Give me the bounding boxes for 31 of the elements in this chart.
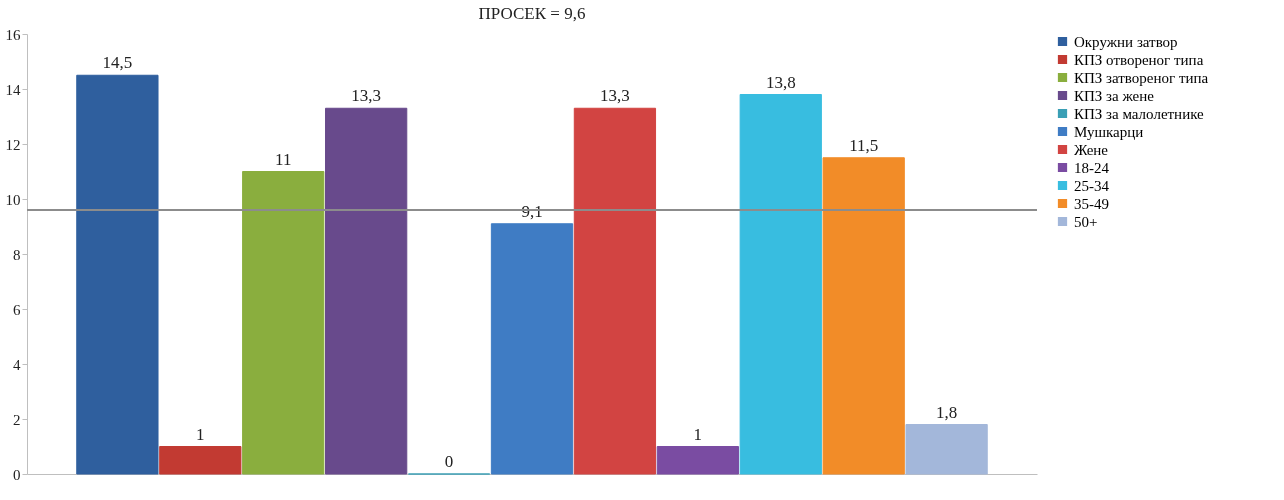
legend-label: КПЗ за малолетнике (1074, 105, 1205, 122)
data-label: 13,8 (765, 72, 796, 92)
legend-label: КПЗ затвореног типа (1074, 69, 1209, 86)
legend-label: Окружни затвор (1074, 33, 1178, 50)
y-tick-label: 10 (5, 191, 21, 208)
data-label: 0 (444, 452, 454, 471)
legend-label: КПЗ за жене (1074, 87, 1155, 104)
legend-label: Мушкарци (1074, 123, 1144, 140)
data-label: 13,3 (351, 86, 382, 106)
y-tick-label: 16 (5, 26, 21, 43)
legend-label: 25-34 (1074, 177, 1110, 194)
y-tick-label: 2 (13, 411, 21, 428)
data-label: 1 (693, 424, 703, 444)
legend-label: КПЗ отвореног типа (1074, 51, 1204, 68)
data-label: 11,5 (849, 135, 879, 155)
legend-label: 50+ (1074, 213, 1098, 230)
legend-label: 35-49 (1074, 195, 1109, 212)
y-tick-label: 8 (13, 246, 21, 263)
chart-title: ПРОСЕК = 9,6 (478, 4, 586, 23)
y-tick-label: 12 (5, 136, 21, 153)
data-label: 14,5 (102, 53, 133, 73)
y-tick-label: 4 (13, 356, 21, 373)
y-tick-label: 14 (5, 81, 21, 98)
y-tick-label: 0 (13, 466, 21, 483)
data-label: 11 (275, 149, 292, 169)
y-tick-label: 6 (13, 301, 21, 318)
data-label: 1 (196, 424, 205, 444)
data-label: 1,8 (935, 402, 958, 422)
data-label: 13,3 (600, 86, 630, 106)
legend-label: 18-24 (1074, 159, 1110, 176)
legend-label: Жене (1074, 141, 1109, 158)
